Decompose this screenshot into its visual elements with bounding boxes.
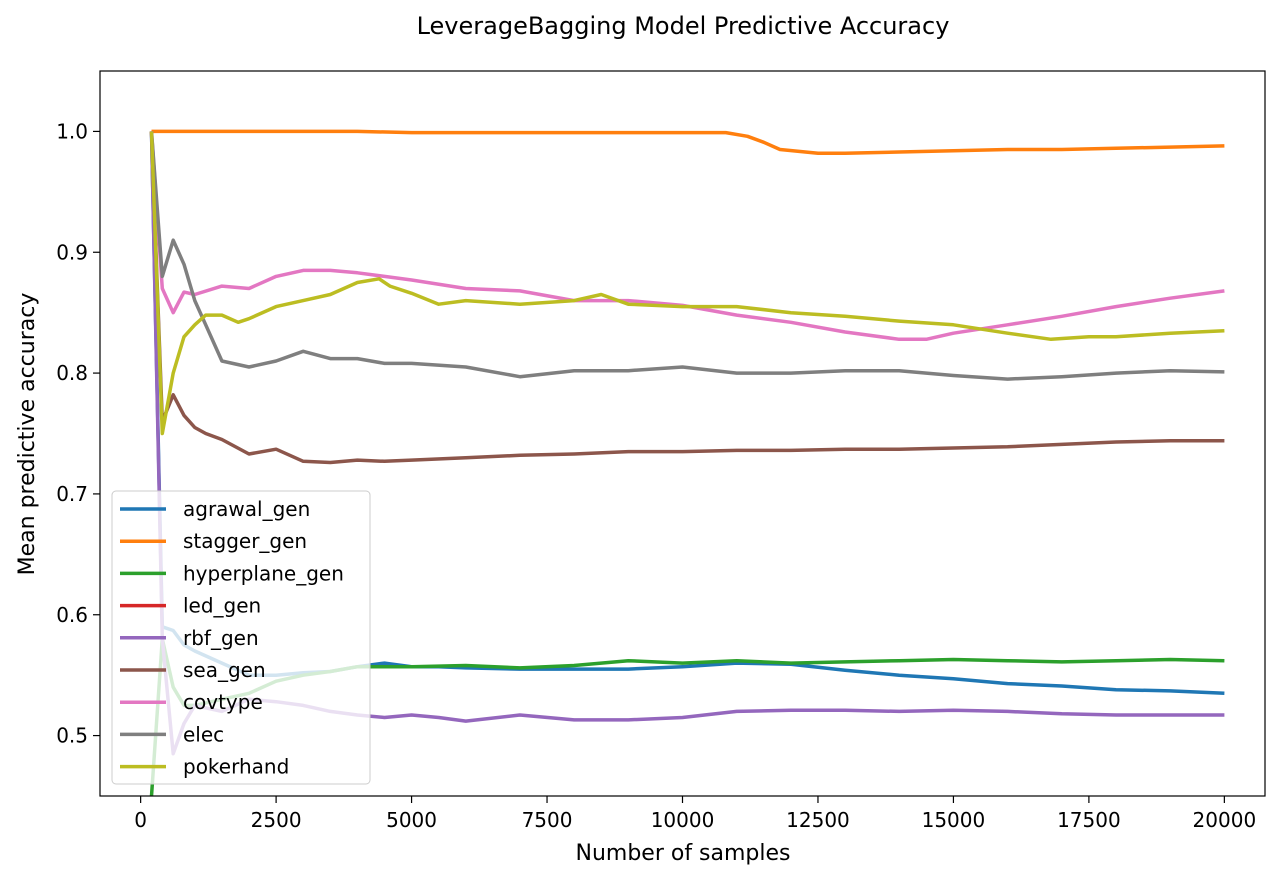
legend-box	[111, 490, 371, 785]
legend-label-led_gen: led_gen	[183, 594, 261, 618]
x-tick-label: 15000	[922, 808, 986, 832]
y-axis-ticks: 0.5 0.6 0.7 0.8 0.9 1.0	[56, 119, 100, 748]
legend-label-covtype: covtype	[183, 690, 263, 714]
x-tick-label: 12500	[786, 808, 850, 832]
legend-label-hyperplane_gen: hyperplane_gen	[183, 561, 344, 585]
series-line-elec	[149, 131, 1225, 381]
x-tick-label: 17500	[1057, 808, 1121, 832]
x-axis-ticks: 0 2500 5000 7500 10000 12500 15000 17500 20000	[134, 796, 1256, 832]
y-tick-label: 0.9	[56, 240, 88, 264]
series-line-pokerhand	[149, 131, 1225, 436]
y-tick-label: 1.0	[56, 119, 88, 143]
x-tick-label: 20000	[1193, 808, 1257, 832]
y-tick-label: 0.6	[56, 603, 88, 627]
y-tick-label: 0.8	[56, 361, 88, 385]
legend-label-rbf_gen: rbf_gen	[183, 626, 259, 650]
x-tick-label: 7500	[522, 808, 573, 832]
series-line-sea_gen	[149, 131, 1225, 465]
legend-label-stagger_gen: stagger_gen	[183, 529, 307, 553]
x-tick-label: 5000	[386, 808, 437, 832]
series-line-stagger_gen	[151, 129, 1225, 155]
legend: agrawal_gen stagger_gen hyperplane_gen led_…	[111, 490, 371, 785]
series-line-covtype	[149, 131, 1225, 342]
x-tick-label: 2500	[251, 808, 302, 832]
legend-label-pokerhand: pokerhand	[183, 755, 289, 779]
chart-title: LeverageBagging Model Predictive Accurac…	[417, 12, 950, 40]
y-tick-label: 0.7	[56, 482, 88, 506]
legend-label-sea_gen: sea_gen	[183, 658, 266, 682]
legend-label-agrawal_gen: agrawal_gen	[183, 497, 310, 521]
y-axis-label: Mean predictive accuracy	[15, 293, 40, 576]
y-tick-label: 0.5	[56, 724, 88, 748]
x-axis-label: Number of samples	[575, 841, 790, 866]
legend-label-elec: elec	[183, 722, 224, 746]
x-tick-label: 0	[134, 808, 147, 832]
x-tick-label: 10000	[651, 808, 715, 832]
